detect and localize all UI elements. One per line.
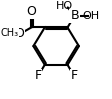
Text: F: F (71, 69, 78, 82)
Text: O: O (15, 27, 24, 40)
Text: B: B (70, 9, 79, 22)
Text: CH₃: CH₃ (0, 28, 18, 38)
Text: O: O (26, 5, 36, 18)
Text: OH: OH (83, 11, 100, 21)
Text: HO: HO (56, 1, 73, 11)
Text: F: F (34, 69, 42, 82)
